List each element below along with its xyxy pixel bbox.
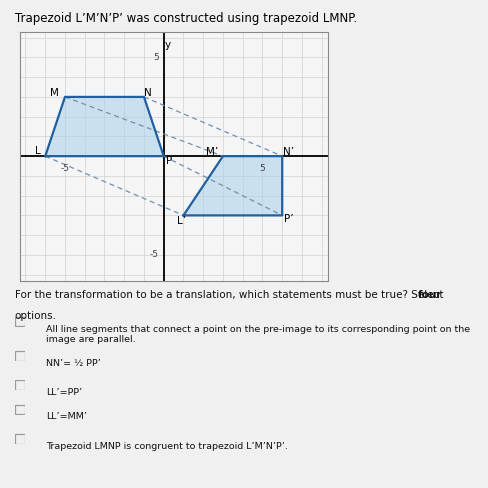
Text: N’: N’	[282, 147, 293, 157]
Text: L: L	[35, 146, 41, 156]
Text: M: M	[50, 88, 59, 98]
Text: Trapezoid L’M’N’P’ was constructed using trapezoid LMNP.: Trapezoid L’M’N’P’ was constructed using…	[15, 12, 356, 25]
Text: y: y	[164, 40, 170, 50]
Text: N: N	[144, 88, 151, 98]
Text: -5: -5	[149, 250, 159, 260]
Text: options.: options.	[15, 311, 57, 321]
Text: -5: -5	[61, 164, 69, 173]
Text: All line segments that connect a point on the pre-image to its corresponding poi: All line segments that connect a point o…	[46, 325, 469, 344]
Text: 5: 5	[153, 53, 159, 62]
Text: M’: M’	[205, 147, 218, 157]
Text: L’: L’	[177, 216, 185, 226]
Text: P: P	[165, 156, 171, 166]
Text: P’: P’	[284, 214, 293, 224]
Text: Trapezoid LMNP is congruent to trapezoid L’M’N’P’.: Trapezoid LMNP is congruent to trapezoid…	[46, 442, 288, 450]
Polygon shape	[45, 97, 163, 156]
Text: NN’= ½ PP’: NN’= ½ PP’	[46, 359, 101, 367]
Text: LL’=PP’: LL’=PP’	[46, 388, 82, 397]
Text: For the transformation to be a translation, which statements must be true? Selec: For the transformation to be a translati…	[15, 290, 446, 300]
Text: four: four	[417, 290, 442, 300]
Polygon shape	[183, 156, 282, 215]
Text: 5: 5	[259, 164, 265, 173]
Text: LL’=MM’: LL’=MM’	[46, 412, 87, 421]
